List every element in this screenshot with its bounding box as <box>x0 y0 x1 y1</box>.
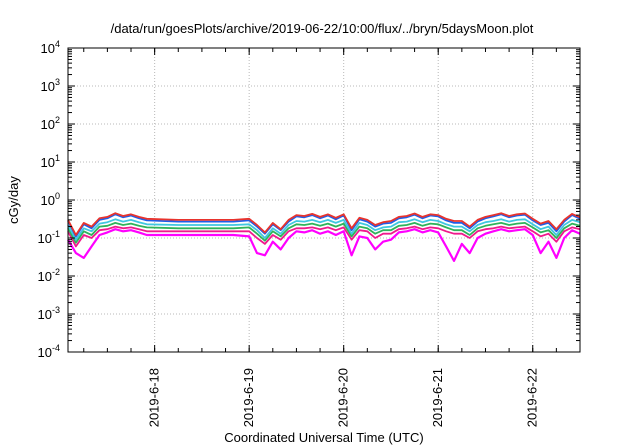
y-tick-label: 10-2 <box>38 267 60 284</box>
y-tick-label: 103 <box>41 77 60 94</box>
series-line <box>67 225 581 248</box>
x-tick-label: 2019-6-18 <box>147 368 162 427</box>
chart-title: /data/run/goesPlots/archive/2019-06-22/1… <box>111 21 534 36</box>
y-tick-label: 101 <box>41 153 60 170</box>
x-tick-label: 2019-6-22 <box>525 368 540 427</box>
series-line <box>67 218 581 241</box>
y-tick-label: 10-4 <box>38 343 60 360</box>
y-tick-label: 102 <box>41 115 60 132</box>
series-line <box>67 221 581 244</box>
y-axis-label: cGy/day <box>6 176 21 224</box>
x-axis-label: Coordinated Universal Time (UTC) <box>224 430 423 445</box>
x-tick-label: 2019-6-21 <box>430 368 445 427</box>
series-line <box>67 228 581 262</box>
ticks: 10-4 10-3 10-2 10-1 100 101 102 103 104 2019-6-18… <box>38 39 580 427</box>
y-tick-label: 104 <box>41 39 60 56</box>
grid <box>68 48 580 352</box>
series-line <box>67 212 581 236</box>
series-group <box>67 212 581 262</box>
x-tick-label: 2019-6-20 <box>336 368 351 427</box>
y-tick-label: 100 <box>41 191 60 208</box>
y-tick-label: 10-3 <box>38 305 60 322</box>
x-tick-label: 2019-6-19 <box>241 368 256 427</box>
y-tick-label: 10-1 <box>38 229 60 246</box>
